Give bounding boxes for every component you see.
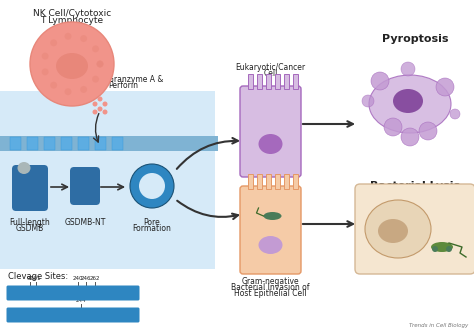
Bar bbox=[257, 174, 262, 189]
Bar bbox=[266, 74, 271, 89]
Ellipse shape bbox=[56, 53, 88, 79]
Text: T Lymphocyte: T Lymphocyte bbox=[40, 16, 103, 25]
Ellipse shape bbox=[258, 134, 283, 154]
Text: Trends in Cell Biology: Trends in Cell Biology bbox=[409, 323, 468, 328]
Text: Gram-negative: Gram-negative bbox=[242, 277, 299, 286]
Circle shape bbox=[97, 61, 103, 67]
Text: Pyroptosis: Pyroptosis bbox=[382, 34, 448, 44]
Text: GSDMB: GSDMB bbox=[16, 224, 44, 233]
Text: 244: 244 bbox=[76, 298, 86, 303]
Bar bbox=[266, 174, 271, 189]
Bar bbox=[293, 174, 298, 189]
Text: 240: 240 bbox=[73, 276, 83, 281]
Bar bbox=[78, 137, 89, 150]
Circle shape bbox=[450, 109, 460, 119]
Circle shape bbox=[80, 35, 87, 42]
Text: 246: 246 bbox=[81, 276, 91, 281]
Circle shape bbox=[102, 110, 108, 114]
Ellipse shape bbox=[431, 242, 453, 252]
Text: Isoform 1: Isoform 1 bbox=[55, 289, 91, 297]
Circle shape bbox=[401, 128, 419, 146]
Bar bbox=[257, 74, 262, 89]
Bar bbox=[61, 137, 72, 150]
Text: 101: 101 bbox=[31, 276, 41, 281]
FancyBboxPatch shape bbox=[12, 165, 48, 211]
Circle shape bbox=[42, 53, 49, 60]
Text: (sparing of Host: (sparing of Host bbox=[379, 189, 451, 198]
Text: Eukaryotic/Cancer: Eukaryotic/Cancer bbox=[236, 63, 306, 72]
Circle shape bbox=[50, 82, 57, 89]
Ellipse shape bbox=[264, 212, 282, 220]
Bar bbox=[248, 74, 253, 89]
Circle shape bbox=[446, 246, 452, 252]
Bar bbox=[248, 174, 253, 189]
Text: Clevage Sites:: Clevage Sites: bbox=[8, 272, 68, 281]
Circle shape bbox=[102, 102, 108, 107]
Circle shape bbox=[384, 118, 402, 136]
Text: GSDMB-NT: GSDMB-NT bbox=[64, 218, 106, 227]
Circle shape bbox=[419, 122, 437, 140]
Text: Bacterial Lysis: Bacterial Lysis bbox=[370, 181, 460, 191]
Text: Formation: Formation bbox=[133, 224, 172, 233]
Circle shape bbox=[30, 22, 114, 106]
Circle shape bbox=[97, 61, 103, 67]
Text: 262: 262 bbox=[90, 276, 100, 281]
Text: Host Epithelial Cell: Host Epithelial Cell bbox=[234, 289, 307, 298]
Ellipse shape bbox=[365, 200, 431, 258]
Circle shape bbox=[436, 78, 454, 96]
Text: Perforin: Perforin bbox=[108, 82, 138, 90]
Circle shape bbox=[130, 164, 174, 208]
Bar bbox=[284, 74, 289, 89]
Text: Bacterial Invasion of: Bacterial Invasion of bbox=[231, 283, 310, 292]
Circle shape bbox=[92, 110, 98, 114]
Bar bbox=[44, 137, 55, 150]
Circle shape bbox=[92, 76, 99, 83]
Bar bbox=[27, 137, 38, 150]
Bar bbox=[275, 74, 280, 89]
Text: Isoform 4: Isoform 4 bbox=[55, 311, 91, 319]
Text: NK Cell/Cytotoxic: NK Cell/Cytotoxic bbox=[33, 9, 111, 18]
Circle shape bbox=[80, 86, 87, 93]
Bar bbox=[275, 174, 280, 189]
Ellipse shape bbox=[18, 162, 30, 174]
Circle shape bbox=[401, 62, 415, 76]
FancyBboxPatch shape bbox=[0, 91, 215, 269]
Circle shape bbox=[371, 72, 389, 90]
Circle shape bbox=[139, 173, 165, 199]
Circle shape bbox=[92, 45, 99, 52]
Bar bbox=[10, 137, 21, 150]
Text: 92: 92 bbox=[27, 276, 34, 281]
Circle shape bbox=[98, 107, 102, 112]
FancyBboxPatch shape bbox=[240, 86, 301, 177]
Text: Granzyme A &: Granzyme A & bbox=[108, 74, 164, 84]
Text: Full-length: Full-length bbox=[9, 218, 50, 227]
Text: Cell: Cell bbox=[264, 69, 278, 78]
Circle shape bbox=[98, 96, 102, 102]
Ellipse shape bbox=[378, 219, 408, 243]
Text: Pore: Pore bbox=[144, 218, 160, 227]
Ellipse shape bbox=[369, 75, 451, 133]
Ellipse shape bbox=[393, 89, 423, 113]
Circle shape bbox=[432, 246, 438, 252]
FancyBboxPatch shape bbox=[240, 186, 301, 274]
Circle shape bbox=[64, 88, 72, 95]
Circle shape bbox=[92, 102, 98, 107]
Text: Cell): Cell) bbox=[405, 196, 425, 205]
Bar bbox=[112, 137, 123, 150]
Bar bbox=[293, 74, 298, 89]
Bar bbox=[284, 174, 289, 189]
FancyBboxPatch shape bbox=[70, 167, 100, 205]
Circle shape bbox=[64, 33, 72, 40]
Bar bbox=[95, 137, 106, 150]
Bar bbox=[0, 136, 218, 151]
Circle shape bbox=[362, 95, 374, 107]
FancyBboxPatch shape bbox=[7, 286, 139, 300]
FancyBboxPatch shape bbox=[355, 184, 474, 274]
Circle shape bbox=[42, 68, 49, 75]
Circle shape bbox=[50, 39, 57, 46]
FancyBboxPatch shape bbox=[7, 308, 139, 322]
Ellipse shape bbox=[258, 236, 283, 254]
